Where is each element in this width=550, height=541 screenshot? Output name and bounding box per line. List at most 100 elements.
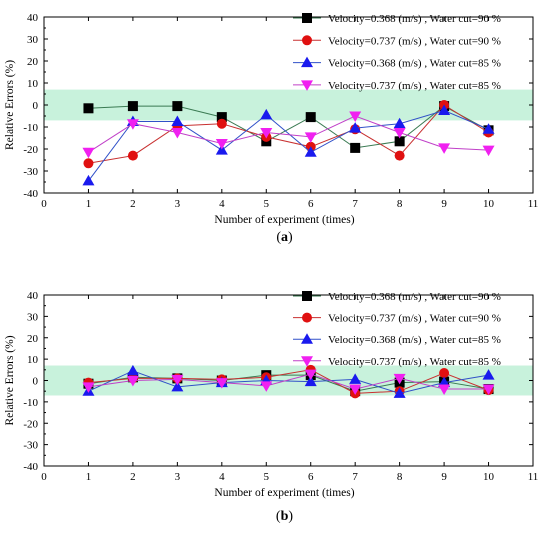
- legend-marker: [301, 356, 313, 367]
- data-point: [393, 117, 406, 129]
- x-tick-label: 3: [175, 471, 181, 483]
- legend-entry: Velocity=0.737 (m/s) , Water cut=90 %: [328, 35, 501, 47]
- data-point: [83, 103, 94, 114]
- data-point: [304, 375, 317, 387]
- data-point: [127, 150, 138, 161]
- legend-entry: Velocity=0.737 (m/s) , Water cut=90 %: [328, 313, 501, 325]
- x-tick-label: 11: [528, 198, 539, 210]
- chart-panel-b: -40 -30 -20 -10 0 10 20 30 40 0 1 2 3 4 5 6 7 8 9 10 11 Numbe…: [4, 290, 538, 524]
- data-point: [215, 139, 228, 150]
- data-point: [260, 128, 273, 139]
- data-point: [304, 146, 317, 157]
- x-tick-label: 5: [264, 471, 270, 483]
- x-tick-label: 9: [441, 198, 447, 210]
- legend-entry: Velocity=0.368 (m/s) , Water cut=90 %: [328, 13, 501, 25]
- data-point: [127, 101, 138, 112]
- x-tick-label: 6: [308, 198, 314, 210]
- legend-entry: Velocity=0.737 (m/s) , Water cut=85 %: [328, 356, 501, 368]
- data-point: [171, 374, 184, 386]
- data-point: [171, 115, 184, 126]
- x-tick-label: 8: [397, 198, 403, 210]
- series-line: [88, 109, 489, 182]
- x-tick-label: 4: [219, 471, 225, 483]
- y-tick-label: 30: [27, 34, 39, 46]
- y-tick-label: -40: [23, 461, 38, 473]
- x-tick-label: 10: [483, 471, 495, 483]
- data-point: [482, 369, 495, 380]
- x-tick-label: 2: [130, 198, 136, 210]
- series-4: [82, 111, 495, 159]
- y-tick-label: -40: [23, 188, 38, 200]
- data-point: [260, 381, 273, 392]
- series-line: [88, 104, 489, 164]
- y-tick-label: -30: [23, 166, 38, 178]
- data-point: [171, 380, 184, 392]
- y-tick-label: 10: [27, 354, 39, 366]
- panel-paren: ): [288, 509, 293, 524]
- x-tick-label: 7: [352, 198, 358, 210]
- data-point: [172, 101, 183, 112]
- data-point: [216, 112, 227, 123]
- data-point: [126, 119, 139, 130]
- data-point: [394, 136, 405, 147]
- data-point: [83, 158, 94, 169]
- legend-marker: [302, 312, 312, 323]
- data-point: [438, 104, 451, 115]
- data-point: [438, 376, 451, 388]
- error-band: [44, 89, 533, 121]
- y-tick-label: -20: [23, 418, 38, 430]
- panel-paren: (: [276, 509, 281, 524]
- y-tick-label: -20: [23, 144, 38, 156]
- data-point: [393, 128, 406, 139]
- x-tick-label: 6: [308, 471, 314, 483]
- y-tick-label: -10: [23, 122, 38, 134]
- data-point: [393, 373, 406, 385]
- y-tick-label: 20: [27, 333, 39, 345]
- panel-paren: ): [288, 230, 293, 245]
- y-axis-label: Relative Errors (%): [4, 335, 16, 425]
- data-point: [171, 128, 184, 139]
- series-line: [88, 115, 489, 153]
- legend-marker: [302, 13, 312, 23]
- y-tick-label: 0: [33, 376, 39, 388]
- x-tick-label: 1: [86, 471, 92, 483]
- y-tick-label: 20: [27, 56, 39, 68]
- panel-paren: (: [276, 230, 281, 245]
- data-point: [349, 384, 362, 396]
- data-point: [349, 122, 362, 133]
- data-point: [438, 384, 451, 396]
- legend-entry: Velocity=0.737 (m/s) , Water cut=85 %: [328, 80, 501, 92]
- x-tick-label: 1: [86, 198, 92, 210]
- panel-label: (a): [276, 230, 293, 245]
- y-tick-label: -30: [23, 440, 38, 452]
- data-point: [126, 364, 139, 376]
- y-tick-label: 10: [27, 78, 39, 90]
- x-tick-label: 11: [528, 471, 539, 483]
- y-tick-label: -10: [23, 397, 38, 409]
- data-point: [304, 369, 317, 381]
- data-point: [482, 123, 495, 134]
- x-tick-label: 7: [352, 471, 358, 483]
- series-line: [88, 373, 489, 390]
- data-point: [216, 118, 227, 129]
- panel-label: (b): [276, 509, 293, 524]
- legend: Velocity=0.368 (m/s) , Water cut=90 % Vel…: [293, 291, 501, 368]
- data-point: [394, 150, 405, 161]
- series-line: [88, 369, 489, 394]
- data-point: [260, 108, 273, 120]
- x-tick-label: 4: [219, 198, 225, 210]
- x-tick-label: 0: [41, 198, 47, 210]
- data-point: [350, 142, 361, 153]
- data-point: [82, 382, 95, 393]
- data-point: [215, 378, 228, 389]
- data-point: [393, 387, 406, 398]
- y-tick-label: 0: [33, 100, 39, 112]
- x-tick-label: 9: [441, 471, 447, 483]
- data-point: [438, 143, 451, 154]
- data-point: [349, 373, 362, 384]
- legend-entry: Velocity=0.368 (m/s) , Water cut=85 %: [328, 58, 501, 70]
- data-point: [126, 376, 139, 387]
- legend-marker: [302, 291, 312, 301]
- data-point: [349, 111, 362, 122]
